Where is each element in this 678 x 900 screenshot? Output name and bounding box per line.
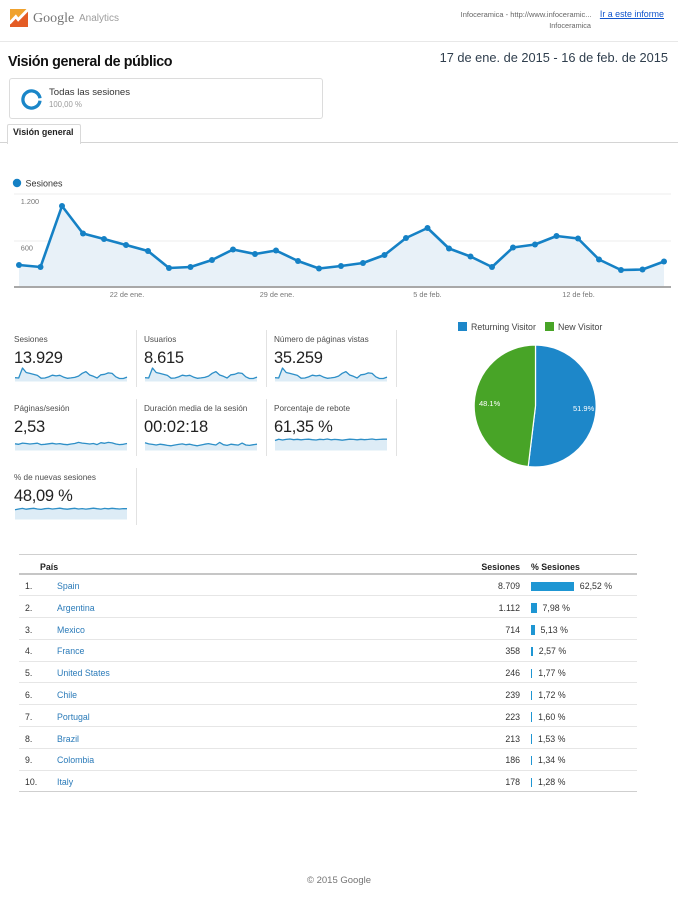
svg-text:1.200: 1.200 <box>21 197 39 206</box>
svg-text:48.1%: 48.1% <box>479 399 501 408</box>
svg-text:22 de ene.: 22 de ene. <box>110 290 145 299</box>
svg-text:Returning Visitor: Returning Visitor <box>471 322 536 332</box>
svg-text:12 de feb.: 12 de feb. <box>562 290 594 299</box>
svg-text:Sesiones: Sesiones <box>26 179 64 189</box>
svg-text:5 de feb.: 5 de feb. <box>413 290 441 299</box>
svg-text:New Visitor: New Visitor <box>558 322 602 332</box>
svg-text:29 de ene.: 29 de ene. <box>260 290 295 299</box>
svg-text:51.9%: 51.9% <box>573 404 595 413</box>
svg-text:600: 600 <box>21 243 33 252</box>
